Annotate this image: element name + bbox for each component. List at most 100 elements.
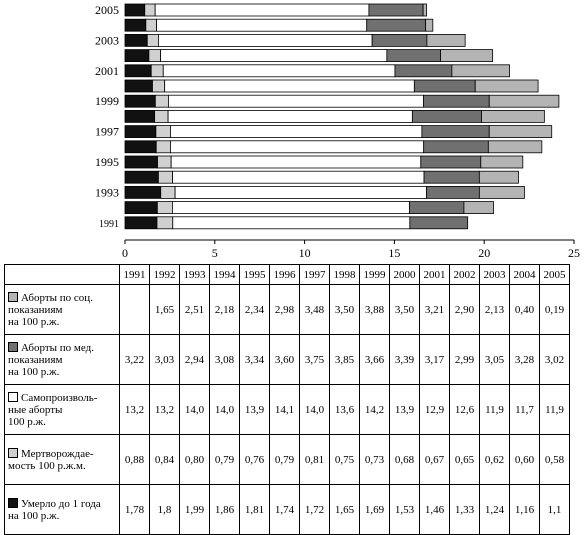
legend-swatch xyxy=(8,391,18,402)
x-tick-label-15: 15 xyxy=(388,246,400,260)
x-tick-label-10: 10 xyxy=(299,246,311,260)
value-cell: 14,0 xyxy=(179,384,210,435)
series-label: Самопроизволь- ные аборты 100 р.ж. xyxy=(8,391,98,428)
value-cell: 3,39 xyxy=(389,334,420,385)
bar-segment-1993-s1 xyxy=(160,185,176,199)
value-cell: 0,75 xyxy=(329,434,360,485)
value-cell: 3,75 xyxy=(299,334,330,385)
bar-segment-1993-s4 xyxy=(478,185,525,199)
bar-segment-2001-s2 xyxy=(162,64,396,78)
bar-segment-2000-s3 xyxy=(413,79,476,93)
bar-segment-2004-s3 xyxy=(366,18,427,32)
value-cell: 11,9 xyxy=(539,384,570,435)
bar-segment-2001-s3 xyxy=(394,64,453,78)
value-cell: 0,79 xyxy=(209,434,240,485)
bar-segment-2004-s0 xyxy=(124,18,147,32)
bar-segment-2001-s1 xyxy=(150,64,164,78)
value-cell: 3,05 xyxy=(479,334,510,385)
table-row: Аборты по соц. показаниям на 100 р.ж. 1,6… xyxy=(4,284,570,335)
value-cell: 3,48 xyxy=(299,284,330,335)
legend-swatch xyxy=(8,291,18,302)
year-header-2001: 2001 xyxy=(419,264,450,285)
table-row: Аборты по мед. показаниям на 100 р.ж. 3,2… xyxy=(4,334,570,385)
y-tick-label-2003: 2003 xyxy=(95,33,119,47)
value-cell xyxy=(119,284,150,335)
bar-segment-1994-s3 xyxy=(423,170,480,184)
table-row: Умерло до 1 года на 100 р.ж. 1,78 1,8 1,99 1… xyxy=(4,484,570,535)
bar-segment-2004-s2 xyxy=(156,18,368,32)
bar-segment-2002-s3 xyxy=(386,49,441,62)
y-tick-label-1997: 1997 xyxy=(95,125,119,139)
bar-segment-1999-s1 xyxy=(154,94,169,108)
bar-segment-1998-s2 xyxy=(167,110,413,123)
series-label-cell: Мертворождае- мость 100 р.ж.м. xyxy=(4,434,120,485)
year-header-1991: 1991 xyxy=(119,264,150,285)
bar-segment-1994-s2 xyxy=(172,170,425,184)
value-cell: 14,1 xyxy=(269,384,300,435)
bar-segment-1991-s3 xyxy=(409,216,469,230)
value-cell: 13,2 xyxy=(149,384,180,435)
value-cell: 3,22 xyxy=(119,334,150,385)
value-cell: 14,0 xyxy=(299,384,330,435)
bar-segment-1999-s3 xyxy=(423,94,490,108)
legend-swatch xyxy=(8,447,18,458)
value-cell: 12,9 xyxy=(419,384,450,435)
value-cell: 0,58 xyxy=(539,434,570,485)
x-tick-label-20: 20 xyxy=(478,246,490,260)
bar-segment-1995-s0 xyxy=(124,155,158,169)
y-tick-label-2005: 2005 xyxy=(95,3,119,17)
bar-segment-2003-s1 xyxy=(146,34,159,47)
bar-segment-1996-s2 xyxy=(170,140,425,154)
bar-segment-1991-s2 xyxy=(172,216,411,230)
series-label: Мертворождае- мость 100 р.ж.м. xyxy=(8,447,94,472)
bar-segment-1992-s0 xyxy=(124,201,158,215)
bar-segment-1996-s3 xyxy=(423,140,489,154)
series-label: Аборты по мед. показаниям на 100 р.ж. xyxy=(8,341,94,378)
value-cell: 0,84 xyxy=(149,434,180,485)
bar-segment-1995-s3 xyxy=(420,155,482,169)
value-cell: 1,8 xyxy=(149,484,180,535)
value-cell: 0,62 xyxy=(479,434,510,485)
bar-segment-1991-s0 xyxy=(124,216,158,230)
bar-segment-2004-s4 xyxy=(425,18,434,32)
value-cell: 0,73 xyxy=(359,434,390,485)
y-tick-label-1995: 1995 xyxy=(95,155,119,169)
legend-swatch xyxy=(8,497,18,508)
bar-segment-2000-s2 xyxy=(164,79,415,93)
bar-segment-1994-s1 xyxy=(158,170,174,184)
value-cell: 11,9 xyxy=(479,384,510,435)
value-cell: 13,2 xyxy=(119,384,150,435)
stacked-bar-chart: 1991 1993 1995 1997 1999 2001 2003 2005 0 5 10 15 20… xyxy=(95,3,580,260)
value-cell: 0,81 xyxy=(299,434,330,485)
value-cell: 2,13 xyxy=(479,284,510,335)
bar-segment-1995-s4 xyxy=(480,155,524,169)
bar-segment-1999-s2 xyxy=(168,94,424,108)
bar-segment-2002-s0 xyxy=(124,49,150,62)
value-cell: 0,60 xyxy=(509,434,540,485)
bar-segment-1995-s1 xyxy=(157,155,172,169)
series-label-cell: Аборты по мед. показаниям на 100 р.ж. xyxy=(4,334,120,385)
bars-layer xyxy=(124,3,560,230)
bar-segment-2003-s3 xyxy=(371,34,428,47)
y-tick-label-2001: 2001 xyxy=(95,64,119,78)
year-header-2002: 2002 xyxy=(449,264,480,285)
value-cell: 1,72 xyxy=(299,484,330,535)
series-label-cell: Самопроизволь- ные аборты 100 р.ж. xyxy=(4,384,120,435)
value-cell: 2,34 xyxy=(239,284,270,335)
value-cell: 13,6 xyxy=(329,384,360,435)
bar-segment-1992-s2 xyxy=(172,201,410,215)
year-header-2003: 2003 xyxy=(479,264,510,285)
value-cell: 11,7 xyxy=(509,384,540,435)
bar-segment-2000-s0 xyxy=(124,79,153,93)
bar-segment-2003-s2 xyxy=(158,34,373,47)
bar-segment-1994-s0 xyxy=(124,170,159,184)
bar-segment-1996-s1 xyxy=(155,140,171,154)
series-label-cell: Аборты по соц. показаниям на 100 р.ж. xyxy=(4,284,120,335)
value-cell: 1,46 xyxy=(419,484,450,535)
value-cell: 2,99 xyxy=(449,334,480,385)
table-corner-cell xyxy=(4,264,120,285)
bar-segment-1998-s1 xyxy=(154,110,169,123)
value-cell: 3,02 xyxy=(539,334,570,385)
value-cell: 1,24 xyxy=(479,484,510,535)
value-cell: 1,86 xyxy=(209,484,240,535)
